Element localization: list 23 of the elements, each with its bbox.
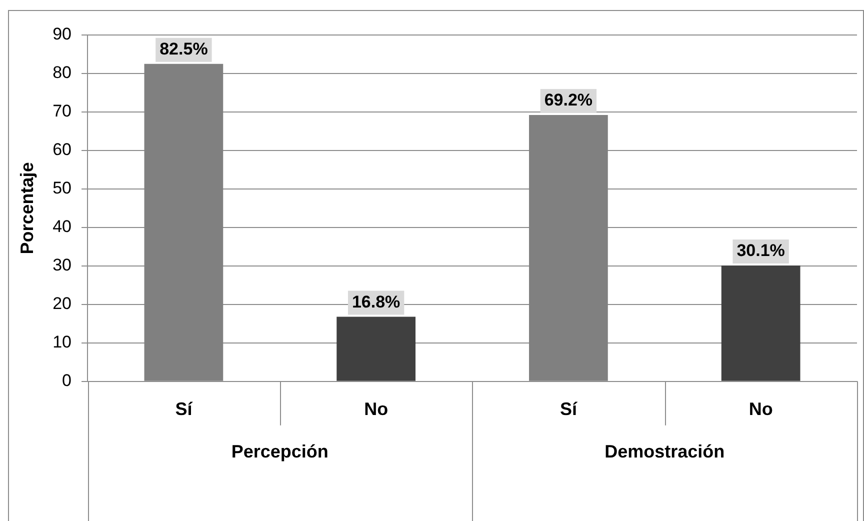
x-tick-label: Sí bbox=[175, 399, 194, 420]
y-tick-label: 80 bbox=[52, 63, 72, 82]
data-label: 16.8% bbox=[352, 292, 400, 312]
x-tick-label: No bbox=[748, 399, 773, 420]
y-tick-label: 0 bbox=[62, 371, 72, 390]
text: Percepción bbox=[231, 441, 328, 462]
y-tick-label: 60 bbox=[52, 140, 72, 160]
y-tick-label: 10 bbox=[52, 332, 72, 352]
y-axis-title: Porcentaje bbox=[16, 162, 37, 254]
text: Demostración bbox=[604, 441, 725, 462]
bar bbox=[721, 266, 800, 381]
data-label: 82.5% bbox=[160, 40, 208, 59]
y-tick-label: 40 bbox=[52, 217, 72, 236]
y-tick-label: 50 bbox=[52, 178, 72, 198]
y-tick-label: 20 bbox=[52, 294, 72, 314]
data-label: 30.1% bbox=[736, 241, 785, 260]
x-tick-label: Sí bbox=[560, 399, 578, 420]
y-tick-label: 70 bbox=[52, 102, 72, 121]
x-tick-label: No bbox=[364, 399, 388, 420]
bar bbox=[336, 316, 416, 381]
y-tick-label: 90 bbox=[52, 24, 72, 44]
y-tick-label: 30 bbox=[52, 256, 72, 275]
data-label: 69.2% bbox=[544, 90, 593, 110]
